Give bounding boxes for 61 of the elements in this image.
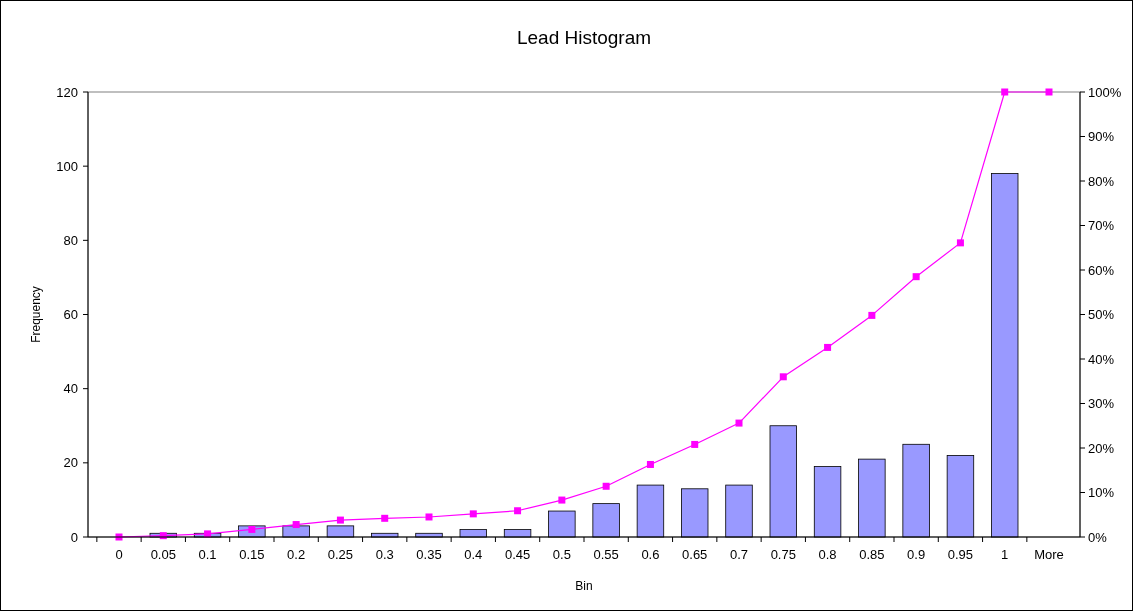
y2-tick-label: 80% xyxy=(1088,173,1115,189)
y-tick-label: 120 xyxy=(56,84,78,100)
point xyxy=(425,513,433,521)
y-tick-label: 100 xyxy=(56,158,78,174)
x-tick-label: 0.2 xyxy=(287,547,306,562)
x-tick-label: 0.65 xyxy=(682,547,708,562)
x-tick-label: 0.8 xyxy=(818,547,837,562)
y2-tick-label: 30% xyxy=(1088,396,1115,412)
x-tick-label: More xyxy=(1034,547,1064,562)
point xyxy=(514,507,522,515)
y2-tick-label: 100% xyxy=(1088,84,1122,100)
y2-tick-label: 0% xyxy=(1088,529,1108,545)
y-axis-title: Frequency xyxy=(29,286,43,343)
y2-tick-label: 40% xyxy=(1088,351,1115,367)
y2-tick-label: 60% xyxy=(1088,262,1115,278)
x-tick-label: 0 xyxy=(115,547,123,562)
point xyxy=(558,496,566,504)
x-tick-label: 0.7 xyxy=(729,547,749,562)
x-tick-label: 0.9 xyxy=(907,547,926,562)
y-tick-label: 80 xyxy=(63,232,78,248)
y-tick-label: 20 xyxy=(63,455,78,471)
point xyxy=(868,311,876,319)
point xyxy=(646,460,654,468)
x-tick-label: 0.4 xyxy=(464,547,483,562)
x-tick-label: 1 xyxy=(1001,547,1009,562)
point xyxy=(292,521,300,529)
y2-tick-label: 20% xyxy=(1088,440,1115,456)
point xyxy=(779,373,787,381)
x-tick-label: 0.35 xyxy=(416,547,442,562)
point xyxy=(912,273,920,281)
y-tick-label: 40 xyxy=(63,381,78,397)
point xyxy=(956,239,964,247)
y-tick-label: 60 xyxy=(63,307,78,323)
y2-tick-label: 90% xyxy=(1088,129,1115,145)
y2-tick-label: 50% xyxy=(1088,307,1115,323)
x-tick-label: 0.25 xyxy=(327,547,354,562)
y2-tick-label: 70% xyxy=(1088,218,1115,234)
x-axis-title: Bin xyxy=(575,579,593,593)
point xyxy=(824,343,832,351)
chart-title: Lead Histogram xyxy=(516,27,652,48)
x-tick-label: 0.3 xyxy=(375,547,394,562)
x-tick-label: 0.85 xyxy=(859,547,885,562)
point xyxy=(602,482,610,490)
x-tick-label: 0.95 xyxy=(947,547,974,562)
x-tick-label: 0.45 xyxy=(504,547,531,562)
x-tick-label: 0.5 xyxy=(552,547,571,562)
point xyxy=(381,514,389,522)
x-tick-label: 0.1 xyxy=(198,547,217,562)
x-tick-label: 0.15 xyxy=(239,547,265,562)
x-tick-label: 0.55 xyxy=(593,547,619,562)
point xyxy=(691,440,699,448)
point xyxy=(1045,88,1053,96)
point xyxy=(1001,88,1009,96)
point xyxy=(336,516,344,524)
x-tick-label: 0.05 xyxy=(150,547,176,562)
y-tick-label: 0 xyxy=(70,529,78,545)
x-tick-label: 0.6 xyxy=(641,547,660,562)
y2-tick-label: 10% xyxy=(1088,485,1115,501)
x-tick-label: 0.75 xyxy=(770,547,796,562)
point xyxy=(469,510,477,518)
point xyxy=(735,419,743,427)
